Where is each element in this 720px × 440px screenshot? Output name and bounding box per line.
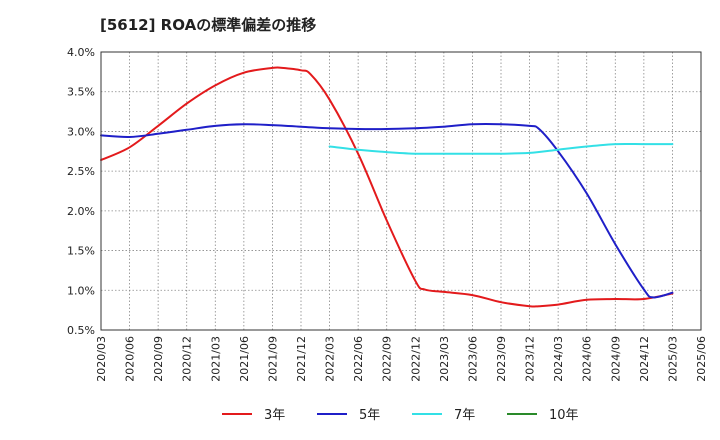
y-tick-label: 1.5% [67,245,95,258]
x-tick-label: 2025/03 [666,336,679,382]
x-tick-label: 2023/06 [466,336,479,382]
chart-title: [5612] ROAの標準偏差の推移 [100,16,317,34]
series-line-5年 [100,123,674,299]
y-tick-label: 3.5% [67,86,95,99]
x-tick-label: 2022/12 [409,336,422,382]
y-tick-label: 2.5% [67,165,95,178]
series-line-7年 [328,142,674,155]
x-tick-label: 2020/03 [95,336,108,382]
legend: 3年 5年 7年 10年 [222,408,579,423]
legend-label-10年: 10年 [549,408,579,423]
series-lines [100,66,674,308]
x-tick-label: 2023/09 [495,336,508,382]
x-tick-label: 2024/03 [552,336,565,382]
x-axis-ticks: 2020/03 2020/06 2020/09 2020/12 2021/03 2021/… [95,336,708,382]
plot-frame [100,51,702,331]
y-tick-label: 0.5% [67,324,95,337]
x-tick-label: 2024/12 [638,336,651,382]
x-tick-label: 2024/09 [609,336,622,382]
legend-label-7年: 7年 [454,408,475,423]
x-tick-label: 2020/06 [124,336,137,382]
legend-label-5年: 5年 [359,408,380,423]
x-tick-label: 2021/09 [266,336,279,382]
grid-lines [101,52,701,330]
x-tick-label: 2023/12 [524,336,537,382]
legend-label-3年: 3年 [264,408,285,423]
x-tick-label: 2022/09 [381,336,394,382]
x-tick-label: 2021/06 [238,336,251,382]
y-axis-ticks: 0.5% 1.0% 1.5% 2.0% 2.5% 3.0% 3.5% 4.0% [67,46,95,337]
plot-area [101,52,701,330]
x-tick-label: 2020/09 [152,336,165,382]
x-tick-label: 2020/12 [181,336,194,382]
x-tick-label: 2022/06 [352,336,365,382]
y-tick-label: 3.0% [67,125,95,138]
y-tick-label: 1.0% [67,284,95,297]
x-tick-label: 2021/03 [209,336,222,382]
x-tick-label: 2021/12 [295,336,308,382]
x-tick-label: 2024/06 [581,336,594,382]
y-tick-label: 2.0% [67,205,95,218]
x-tick-label: 2023/03 [438,336,451,382]
series-line-3年 [100,66,674,308]
y-tick-label: 4.0% [67,46,95,59]
x-tick-label: 2025/06 [695,336,708,382]
x-tick-label: 2022/03 [324,336,337,382]
